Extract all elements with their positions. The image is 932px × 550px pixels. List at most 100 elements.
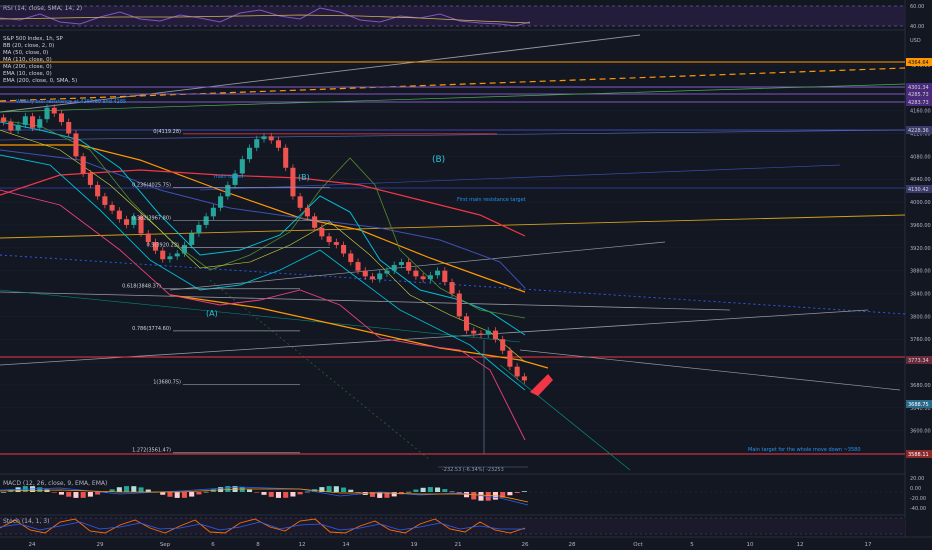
candle-body: [326, 236, 332, 243]
candle-body: [500, 339, 506, 351]
fib-label: 0.786(3774.60): [132, 326, 171, 332]
price-tag-box[interactable]: [906, 90, 932, 98]
price-pane[interactable]: 0(4119.28) 0.236(4025.75) 0.382(3967.80) 0.…: [0, 34, 906, 473]
macd-hist-bar: [44, 489, 50, 492]
ma-green: [0, 119, 526, 319]
main-target-label: main target: [214, 174, 243, 180]
candle-body: [377, 273, 383, 280]
macd-hist-bar: [66, 492, 72, 497]
candle-body: [51, 107, 57, 114]
price-tag-box[interactable]: [906, 356, 932, 364]
macd-hist-bar: [348, 489, 354, 492]
axis-currency: USD: [910, 38, 921, 44]
price-axis-tick: 4160.00: [910, 109, 931, 115]
macd-hist-bar: [203, 491, 209, 493]
macd-hist-bar: [167, 492, 173, 497]
candle-body: [254, 139, 260, 148]
price-axis[interactable]: USD60.0040.004240.004200.004160.004120.0…: [906, 4, 932, 512]
candle-body: [442, 270, 448, 283]
price-tag-box[interactable]: [906, 185, 932, 193]
candle-body: [348, 253, 354, 263]
macd-hist-bar: [124, 486, 130, 492]
macd-hist-bar: [58, 492, 65, 495]
candle-body: [167, 256, 173, 260]
price-tag-label[interactable]: 4301.34: [908, 85, 929, 91]
legend-item: BB (20, close, 2, 0): [3, 43, 54, 49]
main-target-whole-note: Main target for the whole move down ~358…: [748, 447, 861, 453]
time-axis-label: 24: [29, 542, 36, 548]
rsi-axis-tick: 40.00: [910, 24, 924, 30]
macd-hist-bar: [109, 489, 115, 492]
candle-body: [478, 333, 484, 335]
price-tag-box[interactable]: [906, 450, 932, 458]
fib-label: 0.5(3920.22): [146, 243, 179, 249]
price-tag-box[interactable]: [906, 83, 932, 91]
time-axis[interactable]: 24 29 Sep 6 8 12 14 19 21 26 28 Oct 5 10 12 17: [29, 542, 872, 548]
macd-signal-line: [0, 488, 529, 503]
price-axis-tick: 3960.00: [910, 223, 931, 229]
macd-hist-bar: [384, 492, 390, 498]
candle-body: [406, 262, 412, 271]
macd-hist-bar: [369, 492, 376, 497]
rsi-band: [0, 6, 905, 26]
candle-body: [319, 227, 325, 237]
time-axis-label: 21: [455, 542, 462, 548]
macd-line: [0, 486, 529, 506]
macd-hist-bar: [521, 491, 527, 492]
time-axis-label: 14: [343, 542, 350, 548]
candle-body: [44, 107, 50, 120]
macd-hist-bar: [297, 492, 303, 495]
green-trend: [0, 83, 906, 113]
candle-body: [109, 204, 115, 211]
price-tag-label[interactable]: 4285.73: [908, 92, 929, 98]
price-tag-label[interactable]: 4228.36: [908, 128, 929, 134]
candle-body: [275, 140, 281, 148]
macd-hist-bar: [341, 487, 347, 492]
macd-axis-tick: -40.00: [910, 506, 926, 512]
time-axis-label: Sep: [160, 542, 171, 548]
price-tag-box[interactable]: [906, 400, 932, 408]
price-tag-label[interactable]: 3588.11: [908, 452, 929, 458]
macd-hist-bar: [138, 487, 144, 492]
fib-label: 1(3680.75): [153, 380, 181, 386]
price-tag-label[interactable]: 4364.64: [908, 60, 929, 66]
price-tag-label[interactable]: 3688.75: [908, 402, 929, 408]
stoch-pane: Stoch (14, 1, 3): [0, 517, 905, 535]
candle-body: [333, 242, 339, 245]
candle-body: [471, 330, 477, 334]
price-tag-label[interactable]: 4130.42: [908, 187, 929, 193]
price-tag-box[interactable]: [906, 58, 932, 66]
candle-body: [514, 366, 520, 377]
macd-hist-bar: [239, 487, 245, 492]
price-tag-label[interactable]: 4283.73: [908, 100, 929, 106]
wave-b-small-label: (B): [298, 173, 310, 182]
macd-hist-bar: [326, 486, 332, 492]
blue-dotted-trend: [0, 254, 906, 315]
bb-lower: [0, 189, 526, 441]
macd-hist-bar: [355, 492, 361, 493]
candle-body: [66, 122, 72, 134]
time-axis-label: 8: [256, 542, 260, 548]
price-axis-tick: 3600.00: [910, 429, 931, 435]
macd-hist-bar: [333, 486, 339, 492]
price-tag-box[interactable]: [906, 98, 932, 106]
legend-item: EMA (10, close, 0): [3, 71, 52, 77]
candle-body: [304, 207, 310, 217]
price-tag-box[interactable]: [906, 126, 932, 134]
time-axis-label: 12: [299, 542, 306, 548]
candle-body: [116, 210, 122, 220]
time-axis-label: 17: [865, 542, 872, 548]
macd-hist-bar: [145, 489, 151, 492]
price-axis-tick: 4080.00: [910, 154, 931, 160]
candle-body: [362, 270, 368, 277]
candle-body: [261, 136, 267, 140]
macd-hist-bar: [174, 492, 180, 498]
ema-cyan: [0, 154, 526, 391]
range-measure-label: -232.53 (-6.34%) -23253: [442, 467, 504, 473]
candle-body: [312, 216, 318, 228]
candle-body: [369, 276, 376, 280]
rsi-sma-line: [0, 14, 531, 24]
price-tag-label[interactable]: 3773.34: [908, 358, 929, 364]
